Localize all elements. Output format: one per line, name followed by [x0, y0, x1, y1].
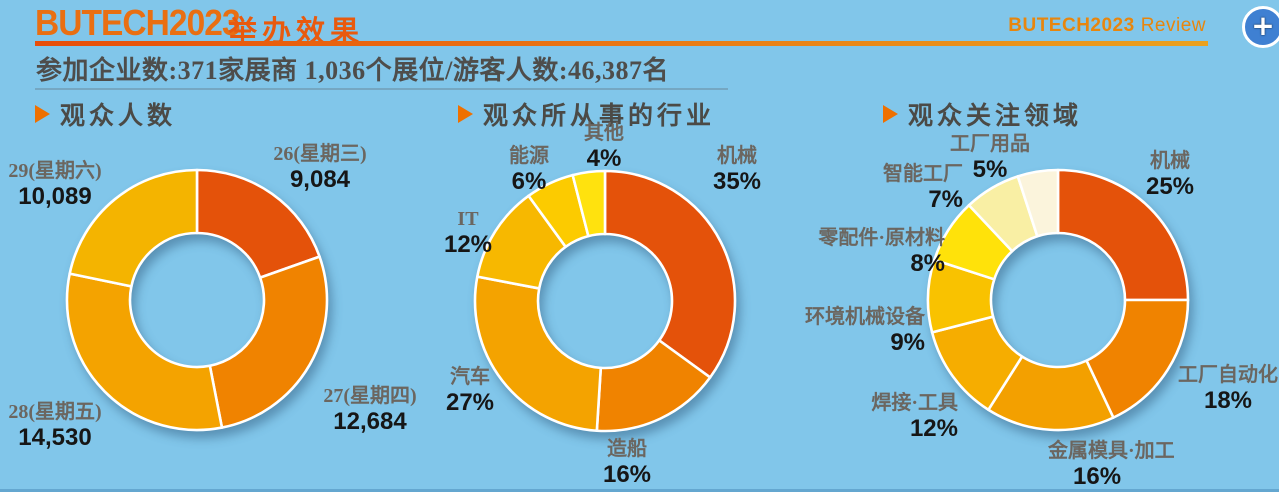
slice-value: 7%: [928, 186, 963, 214]
triangle-right-icon: [883, 105, 898, 123]
slice-value: 27%: [445, 389, 495, 417]
slice-value: 9%: [890, 329, 925, 357]
slice-category: 29(星期六): [8, 160, 102, 182]
section-title-industries: 观众所从事的行业: [458, 96, 715, 132]
donut-segment-汽车: [473, 275, 603, 433]
slice-value: 16%: [1073, 463, 1122, 491]
slice-category: 26(星期三): [273, 143, 367, 165]
donut-chart-visitor-industries: [473, 169, 737, 433]
section-title-label: 观众所从事的行业: [483, 103, 716, 130]
section-title-label: 观众关注领域: [908, 103, 1083, 130]
review-brand: BUTECH2023: [1008, 15, 1135, 36]
bottom-edge-strip: [0, 489, 1282, 492]
triangle-right-icon: [458, 105, 473, 123]
slice-category: 零配件·原材料: [818, 227, 945, 249]
slice-value: 16%: [602, 461, 652, 489]
slice-label-visitor-industries-1: 造船 16%: [603, 438, 651, 489]
slice-category: 机械: [1149, 150, 1190, 172]
slice-label-visitor-industries-0: 机械 35%: [713, 145, 761, 196]
slice-label-visitor-interests-3: 焊接·工具 12%: [871, 392, 958, 443]
slice-label-visitor-industries-4: 能源 6%: [509, 145, 549, 196]
header-rule: [35, 41, 1208, 46]
slice-category: IT: [457, 208, 479, 230]
slice-category: 汽车: [449, 366, 490, 388]
slice-value: 12%: [443, 231, 493, 259]
slice-category: 27(星期四): [323, 385, 417, 407]
slice-label-visitor-interests-1: 工厂自动化 18%: [1178, 364, 1278, 415]
slice-label-visitor-industries-3: IT 12%: [444, 208, 492, 259]
section-title-interests: 观众关注领域: [883, 96, 1082, 132]
slice-value: 4%: [586, 145, 622, 173]
slice-category: 其他: [584, 122, 624, 144]
section-title-label: 观众人数: [60, 103, 177, 130]
slice-label-visitors-by-day-3: 29(星期六) 10,089: [8, 160, 101, 211]
slice-category: 造船: [606, 438, 647, 460]
section-title-visitors: 观众人数: [35, 96, 176, 132]
slice-value: 6%: [511, 168, 547, 196]
slice-label-visitors-by-day-2: 28(星期五) 14,530: [8, 401, 101, 452]
slice-category: 环境机械设备: [805, 306, 925, 328]
slice-category: 工厂自动化: [1178, 364, 1278, 386]
slice-value: 5%: [972, 156, 1008, 184]
slice-label-visitor-interests-5: 零配件·原材料 8%: [818, 227, 945, 278]
summary-divider: [35, 88, 728, 90]
slice-category: 工厂用品: [950, 133, 1030, 155]
slice-label-visitor-industries-5: 其他 4%: [584, 122, 624, 173]
slice-label-visitor-interests-7: 工厂用品 5%: [950, 133, 1030, 184]
review-word: Review: [1140, 15, 1206, 36]
slice-value: 12,684: [333, 408, 407, 436]
donut-segment-其他: [571, 169, 607, 238]
plus-icon: +: [1251, 8, 1275, 42]
slice-category: 金属模具·加工: [1048, 440, 1175, 462]
slice-value: 9,084: [289, 166, 351, 194]
donut-segment-机械: [1056, 168, 1190, 302]
triangle-right-icon: [35, 105, 50, 123]
slice-value: 10,089: [18, 183, 92, 211]
slice-category: 焊接·工具: [871, 392, 958, 414]
slice-label-visitor-interests-4: 环境机械设备 9%: [805, 306, 925, 357]
donut-segment-机械: [603, 169, 737, 379]
slice-category: 能源: [509, 145, 549, 167]
slice-label-visitor-industries-2: 汽车 27%: [446, 366, 494, 417]
donut-segment-29(星期六): [68, 168, 199, 288]
slice-category: 智能工厂: [883, 163, 963, 185]
donut-segment-27(星期四): [208, 255, 329, 429]
donut-segment-工厂用品: [1016, 168, 1060, 238]
slice-label-visitors-by-day-1: 27(星期四) 12,684: [323, 385, 416, 436]
donut-chart-visitors-by-day: [65, 168, 329, 432]
donut-segment-28(星期五): [65, 272, 224, 432]
slice-value: 12%: [909, 415, 958, 443]
brand-logo: BUTECH2023: [35, 2, 241, 43]
slice-value: 14,530: [18, 424, 92, 452]
slice-value: 25%: [1145, 173, 1195, 201]
zoom-in-button[interactable]: +: [1242, 6, 1282, 48]
summary-stats: 参加企业数:371家展商 1,036个展位/游客人数:46,387名: [36, 56, 670, 85]
slice-value: 8%: [910, 250, 945, 278]
slice-label-visitor-interests-0: 机械 25%: [1146, 150, 1194, 201]
slice-label-visitor-interests-6: 智能工厂 7%: [883, 163, 963, 214]
review-label: BUTECH2023 Review: [1008, 15, 1206, 37]
slice-value: 35%: [712, 168, 762, 196]
donut-chart-visitor-interests: [926, 168, 1190, 432]
right-edge-strip: [1279, 0, 1282, 492]
slice-category: 28(星期五): [8, 401, 102, 423]
slice-category: 机械: [716, 145, 757, 167]
slice-value: 18%: [1203, 387, 1253, 415]
slice-label-visitors-by-day-0: 26(星期三) 9,084: [273, 143, 366, 194]
slice-label-visitor-interests-2: 金属模具·加工 16%: [1048, 440, 1175, 491]
